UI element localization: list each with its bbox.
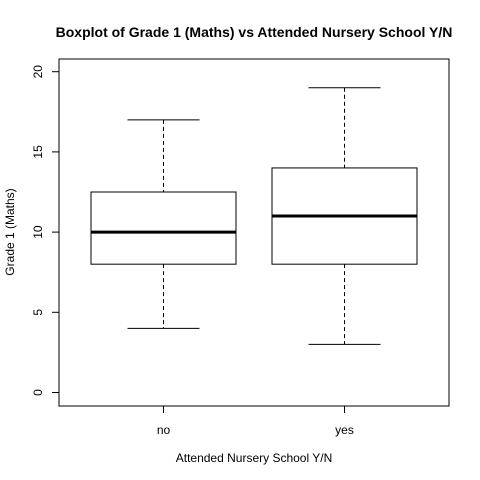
y-tick-label: 15 (31, 145, 45, 159)
y-tick-label: 20 (31, 65, 45, 79)
boxes (90, 87, 418, 345)
y-tick-label: 5 (31, 309, 45, 316)
x-tick-label: yes (335, 423, 354, 437)
box-yes (271, 87, 418, 345)
iqr-box (90, 191, 237, 265)
y-tick-label: 0 (31, 389, 45, 396)
x-axis: no yes (157, 406, 354, 437)
chart-title: Boxplot of Grade 1 (Maths) vs Attended N… (56, 24, 453, 40)
box-no (90, 119, 237, 329)
y-tick-label: 10 (31, 225, 45, 239)
x-axis-label: Attended Nursery School Y/N (176, 451, 333, 465)
y-axis: 0 5 10 15 20 (31, 65, 59, 396)
y-axis-label: Grade 1 (Maths) (3, 188, 17, 275)
x-tick-label: no (157, 423, 171, 437)
